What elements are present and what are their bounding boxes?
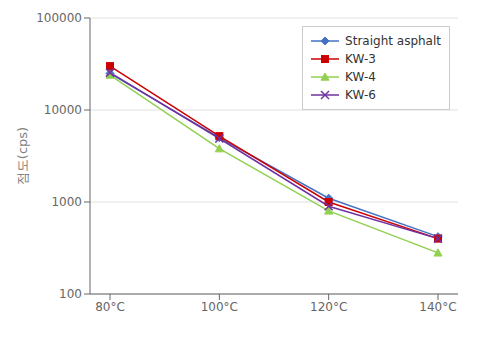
svg-text:80°C: 80°C xyxy=(95,300,125,314)
svg-text:100000: 100000 xyxy=(36,11,82,25)
html-text:KW-3: KW-3 xyxy=(345,52,376,66)
svg-text:100°C: 100°C xyxy=(201,300,238,314)
svg-text:점도(cps): 점도(cps) xyxy=(15,127,30,185)
svg-text:140°C: 140°C xyxy=(419,300,456,314)
html-text:KW-4: KW-4 xyxy=(345,70,376,84)
svg-text:10000: 10000 xyxy=(44,103,82,117)
svg-text:120°C: 120°C xyxy=(310,300,347,314)
svg-text:1000: 1000 xyxy=(51,195,82,209)
svg-text:100: 100 xyxy=(59,287,82,301)
html-text:Straight asphalt: Straight asphalt xyxy=(345,34,441,48)
html-text:KW-6: KW-6 xyxy=(345,88,376,102)
